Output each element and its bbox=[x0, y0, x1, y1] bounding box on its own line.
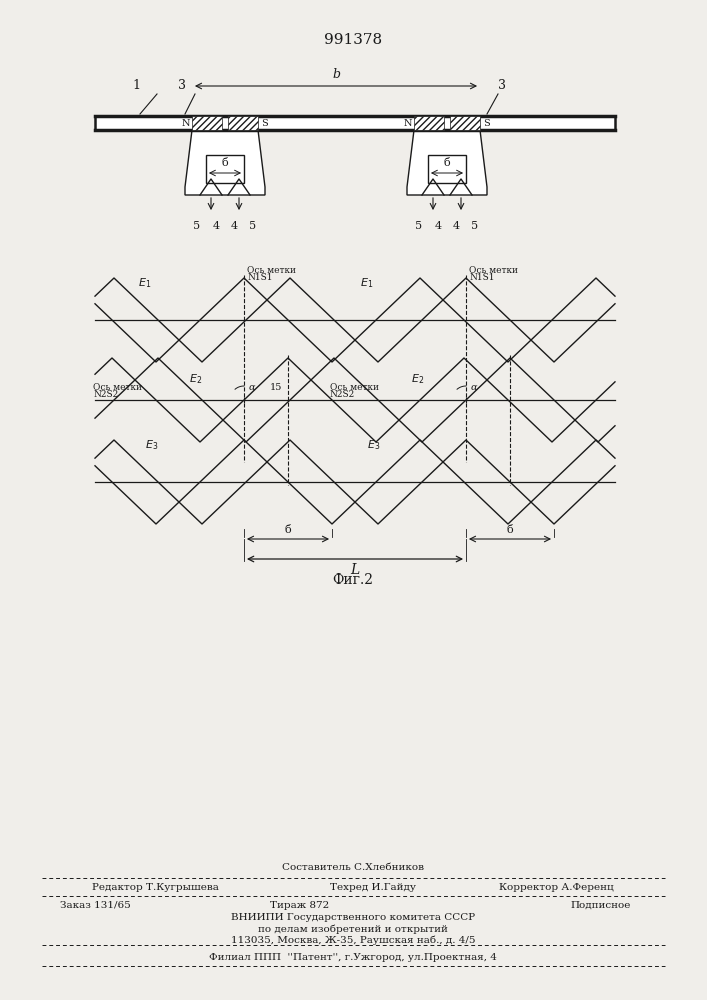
Text: Филиал ППП  ''Патент'', г.Ужгород, ул.Проектная, 4: Филиал ППП ''Патент'', г.Ужгород, ул.Про… bbox=[209, 954, 497, 962]
Text: N2S2: N2S2 bbox=[93, 390, 118, 399]
Text: Редактор Т.Кугрышева: Редактор Т.Кугрышева bbox=[92, 882, 219, 892]
Text: Подписное: Подписное bbox=[570, 900, 631, 910]
Text: $E_1$: $E_1$ bbox=[360, 276, 373, 290]
Text: Ось метки: Ось метки bbox=[247, 266, 296, 275]
Text: Корректор А.Ференц: Корректор А.Ференц bbox=[499, 882, 614, 892]
Text: 4: 4 bbox=[212, 221, 220, 231]
Text: N1S1: N1S1 bbox=[247, 273, 272, 282]
Text: б: б bbox=[285, 525, 291, 535]
Text: $E_3$: $E_3$ bbox=[367, 438, 380, 452]
Text: N2S2: N2S2 bbox=[330, 390, 355, 399]
Text: 5: 5 bbox=[416, 221, 423, 231]
Text: Фиг.2: Фиг.2 bbox=[332, 573, 373, 587]
Text: 4: 4 bbox=[452, 221, 460, 231]
Bar bbox=[450, 116, 480, 130]
Text: ВНИИПИ Государственного комитета СССР: ВНИИПИ Государственного комитета СССР bbox=[231, 914, 475, 922]
Text: S: S bbox=[483, 118, 489, 127]
Text: по делам изобретений и открытий: по делам изобретений и открытий bbox=[258, 924, 448, 934]
Text: 5: 5 bbox=[472, 221, 479, 231]
Text: $E_2$: $E_2$ bbox=[189, 372, 202, 386]
Text: L: L bbox=[351, 563, 360, 577]
Text: 5: 5 bbox=[194, 221, 201, 231]
Bar bbox=[428, 155, 466, 183]
Bar bbox=[206, 155, 244, 183]
Text: 15: 15 bbox=[270, 383, 282, 392]
Text: Техред И.Гайду: Техред И.Гайду bbox=[330, 882, 416, 892]
Text: $E_3$: $E_3$ bbox=[145, 438, 158, 452]
Text: 4: 4 bbox=[230, 221, 238, 231]
Text: Тираж 872: Тираж 872 bbox=[270, 900, 329, 910]
Text: Составитель С.Хлебников: Составитель С.Хлебников bbox=[282, 863, 424, 872]
Text: $E_2$: $E_2$ bbox=[411, 372, 424, 386]
Text: 5: 5 bbox=[250, 221, 257, 231]
Text: N: N bbox=[182, 118, 190, 127]
Text: α: α bbox=[471, 383, 478, 392]
Bar bbox=[95, 116, 615, 130]
Text: N1S1: N1S1 bbox=[469, 273, 494, 282]
Text: 3: 3 bbox=[178, 79, 186, 92]
Bar bbox=[192, 116, 222, 130]
Text: 4: 4 bbox=[434, 221, 442, 231]
Text: α: α bbox=[249, 383, 256, 392]
Text: 3: 3 bbox=[498, 79, 506, 92]
Text: Заказ 131/65: Заказ 131/65 bbox=[60, 900, 131, 910]
Text: S: S bbox=[261, 118, 267, 127]
Text: $E_1$: $E_1$ bbox=[138, 276, 151, 290]
Text: 1: 1 bbox=[132, 79, 140, 92]
Text: 113035, Москва, Ж-35, Раушская наб., д. 4/5: 113035, Москва, Ж-35, Раушская наб., д. … bbox=[230, 935, 475, 945]
Text: N: N bbox=[404, 118, 412, 127]
Bar bbox=[414, 116, 444, 130]
Text: Ось метки: Ось метки bbox=[330, 383, 379, 392]
Bar bbox=[228, 116, 258, 130]
Polygon shape bbox=[407, 130, 487, 195]
Text: b: b bbox=[332, 68, 340, 81]
Polygon shape bbox=[185, 130, 265, 195]
Text: б: б bbox=[507, 525, 513, 535]
Text: Ось метки: Ось метки bbox=[93, 383, 142, 392]
Text: Ось метки: Ось метки bbox=[469, 266, 518, 275]
Text: б: б bbox=[221, 158, 228, 168]
Text: 991378: 991378 bbox=[324, 33, 382, 47]
Text: б: б bbox=[443, 158, 450, 168]
